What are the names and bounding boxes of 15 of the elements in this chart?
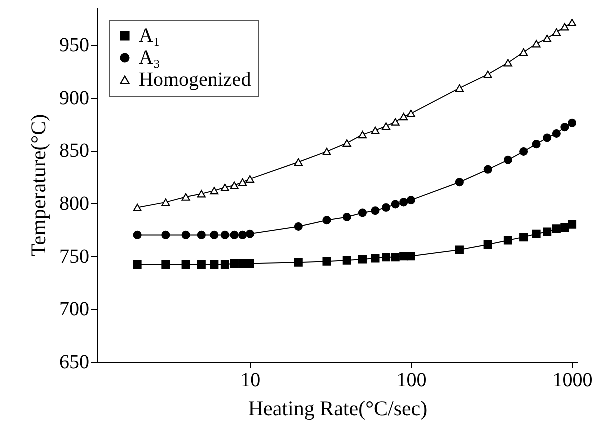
y-tick-label: 900 [60, 87, 90, 110]
x-axis-title: Heating Rate(°C/sec) [248, 396, 428, 420]
y-tick-label: 650 [60, 352, 90, 374]
legend-label: A₃ [139, 47, 160, 69]
x-tick-label: 1000 [552, 370, 593, 392]
y-tick-label: 700 [60, 298, 90, 321]
legend-label: A₁ [139, 25, 160, 47]
y-tick-label: 800 [60, 192, 90, 215]
x-tick-label: 10 [240, 370, 261, 392]
y-tick-label: 750 [60, 246, 90, 268]
x-tick-label: 100 [396, 370, 427, 392]
legend-label: Homogenized [139, 69, 252, 91]
y-tick-label: 950 [60, 34, 90, 56]
y-axis-title: Temperature(°C) [26, 114, 50, 257]
y-tick-label: 850 [60, 140, 90, 162]
